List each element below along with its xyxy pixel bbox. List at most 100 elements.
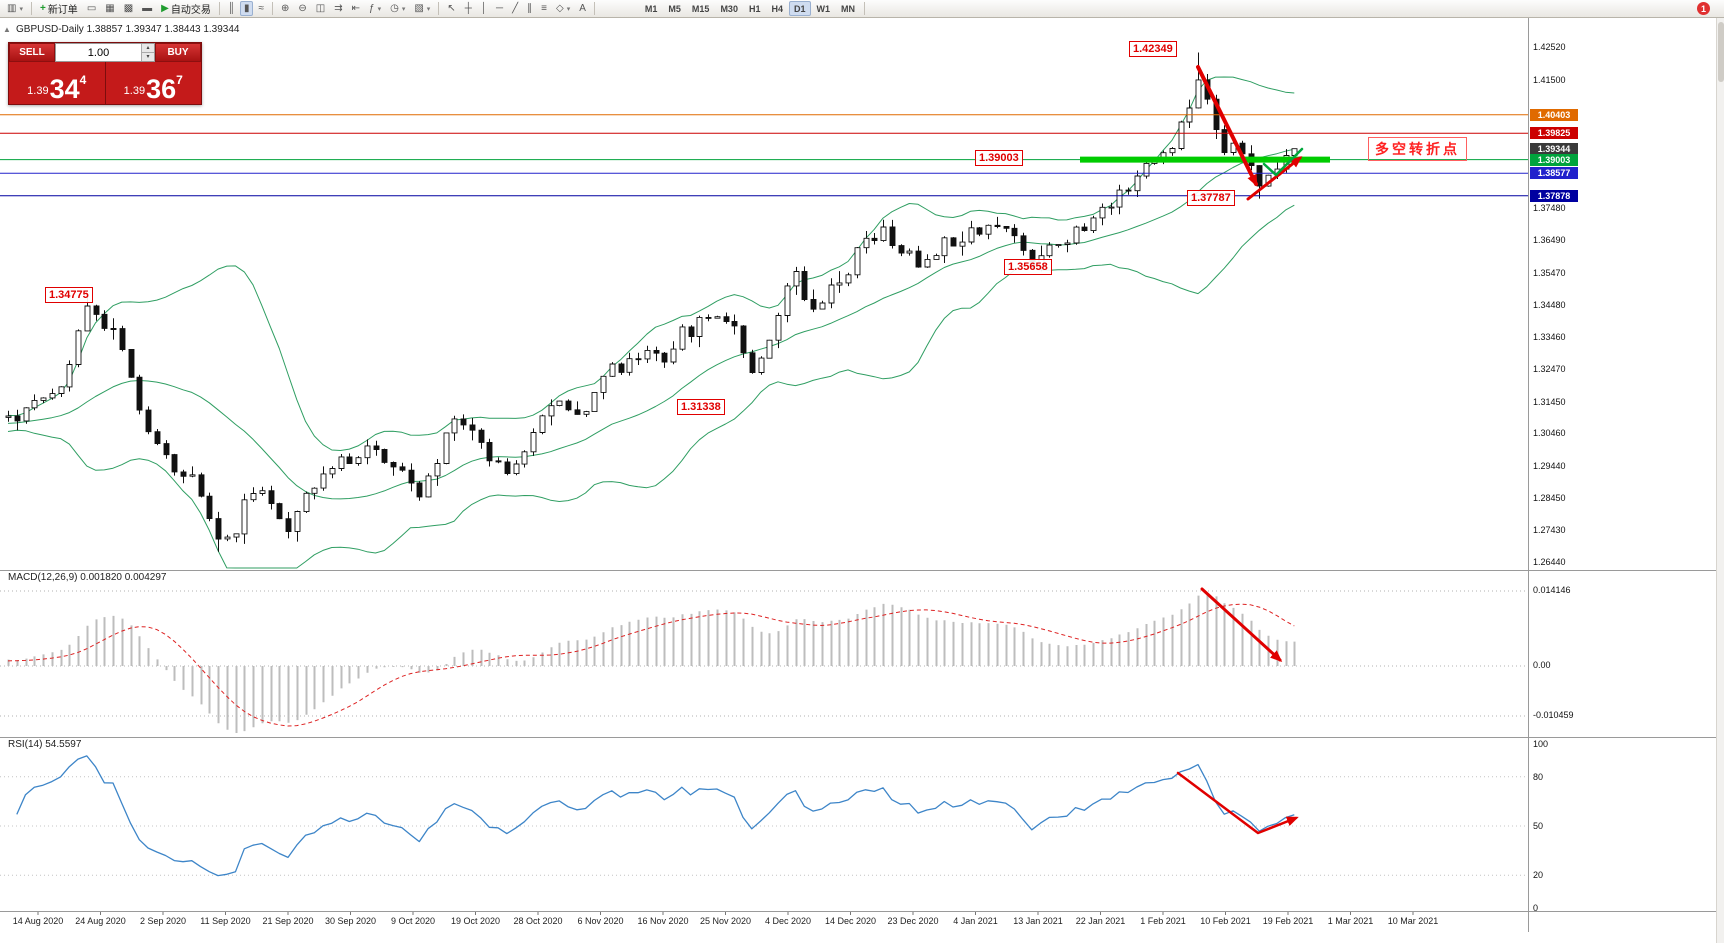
- rsi-axis-label: 80: [1533, 771, 1544, 782]
- price-level-badge: 1.39003: [1530, 153, 1578, 166]
- horizontal-level-lines[interactable]: [0, 114, 1528, 197]
- tile-windows[interactable]: ◫: [312, 1, 329, 16]
- chart-note[interactable]: 多空转折点: [1368, 137, 1467, 161]
- tf-d1[interactable]: D1: [788, 1, 811, 16]
- buy-button[interactable]: BUY: [155, 43, 201, 62]
- volume-input[interactable]: [56, 44, 141, 61]
- one-click-collapse-icon[interactable]: ▲: [3, 25, 11, 34]
- bollinger-bands: [7, 76, 1295, 569]
- macd-axis-label: 0.014146: [1533, 585, 1571, 595]
- date-axis-label: 21 Sep 2020: [262, 916, 314, 926]
- navigator-window[interactable]: ▩: [120, 1, 137, 16]
- vertical-line-tool[interactable]: │: [477, 1, 491, 16]
- price-annotation[interactable]: 1.42349: [1129, 41, 1177, 57]
- chevron-down-icon: ▾: [377, 5, 382, 13]
- trend-arrow[interactable]: [1246, 156, 1303, 201]
- date-axis-label: 2 Sep 2020: [139, 916, 187, 926]
- tf-m30[interactable]: M30: [720, 3, 738, 14]
- data-window[interactable]: ▦: [101, 1, 118, 16]
- trendline-tool[interactable]: ╱: [508, 1, 522, 16]
- tf-m15[interactable]: M15: [691, 3, 710, 14]
- cursor-tool-icon: ↖: [447, 2, 456, 14]
- volume-increase-button[interactable]: ▴: [141, 44, 154, 53]
- bar-chart-type[interactable]: ║: [224, 1, 239, 16]
- auto-trading-icon: ▶: [161, 2, 169, 14]
- auto-scroll[interactable]: ⇉: [330, 1, 346, 16]
- price-axis-label: 1.27430: [1533, 525, 1566, 536]
- vertical-line-tool-icon: │: [480, 2, 488, 14]
- price-level-badge: 1.38577: [1530, 167, 1578, 180]
- rsi-axis-label: 50: [1533, 821, 1544, 831]
- equidistant-channel-tool[interactable]: ∥: [523, 1, 536, 16]
- tf-w1[interactable]: W1: [816, 3, 831, 14]
- price-annotation[interactable]: 1.31338: [677, 399, 725, 415]
- toolbar-separator: [438, 2, 440, 15]
- scrollbar-thumb[interactable]: [1718, 22, 1724, 82]
- fibonacci-tool[interactable]: ≡: [537, 1, 551, 16]
- candlestick-chart-type[interactable]: ▮: [239, 1, 254, 16]
- green-check-mark[interactable]: [1262, 147, 1304, 177]
- main-toolbar: ▥ ▾ + 新订单 ▭ ▦ ▩ ▬ ▶ 自动交易 ║ ▮ ≈ ⊕ ⊖ ◫ ⇉ ⇤ ƒ ▾ ◷ ▾ ▧ ▾ ↖ ┼ │ ─ ╱ ∥ ≡ ◇ ▾ A M…: [0, 0, 1724, 18]
- toolbar-separator: [593, 2, 595, 15]
- crosshair-tool[interactable]: ┼: [461, 1, 476, 16]
- rsi-axis-label: 20: [1533, 870, 1544, 881]
- bid-price-pip: 4: [79, 73, 87, 87]
- panel-separator-macd[interactable]: [0, 570, 1716, 571]
- new-order[interactable]: + 新订单: [36, 1, 82, 16]
- trend-arrow[interactable]: [1176, 771, 1299, 835]
- price-annotation[interactable]: 1.35658: [1004, 259, 1052, 275]
- trend-arrow[interactable]: [1200, 587, 1283, 663]
- line-chart-type[interactable]: ≈: [254, 1, 268, 16]
- volume-decrease-button[interactable]: ▾: [141, 52, 154, 61]
- horizontal-line-tool[interactable]: ─: [492, 1, 507, 16]
- market-watch-window-icon: ▭: [86, 2, 97, 14]
- date-axis-label: 10 Mar 2021: [1387, 916, 1439, 926]
- terminal-window[interactable]: ▬: [138, 1, 156, 16]
- vertical-scrollbar[interactable]: [1716, 18, 1724, 943]
- chevron-down-icon: ▾: [19, 5, 23, 13]
- price-axis-label: 1.26440: [1533, 557, 1566, 567]
- chart-shift[interactable]: ⇤: [348, 1, 364, 16]
- price-axis-label: 1.41500: [1533, 74, 1566, 85]
- cursor-tool[interactable]: ↖: [443, 1, 459, 16]
- auto-trading[interactable]: ▶ 自动交易: [157, 1, 215, 16]
- tf-mn[interactable]: MN: [841, 3, 855, 14]
- bollinger-middle-band: [7, 148, 1295, 500]
- shapes-tool[interactable]: ◇ ▾: [552, 1, 574, 16]
- tf-h1[interactable]: H1: [748, 3, 761, 14]
- tf-m1[interactable]: M1: [644, 3, 658, 14]
- price-annotation[interactable]: 1.37787: [1187, 190, 1235, 206]
- macd-axis-label: -0.010459: [1533, 710, 1574, 720]
- buy-price-button[interactable]: 1.39 36 7: [106, 62, 202, 104]
- sell-button[interactable]: SELL: [9, 43, 55, 62]
- sell-price-button[interactable]: 1.39 34 4: [9, 62, 105, 104]
- bearish-candles: [14, 79, 1263, 540]
- market-watch-window[interactable]: ▭: [83, 1, 100, 16]
- date-axis-label: 28 Oct 2020: [513, 916, 563, 926]
- chevron-down-icon: ▾: [566, 5, 571, 13]
- date-axis-label: 19 Oct 2020: [450, 916, 501, 926]
- price-annotation[interactable]: 1.34775: [45, 287, 93, 303]
- tf-m5[interactable]: M5: [668, 3, 681, 14]
- macd-histogram: [7, 593, 1296, 733]
- tf-h4[interactable]: H4: [771, 3, 783, 14]
- price-axis-label: 1.42520: [1533, 42, 1566, 52]
- trend-arrow[interactable]: [1196, 65, 1258, 187]
- zoom-out[interactable]: ⊖: [294, 1, 310, 16]
- new-order-label: 新订单: [47, 5, 78, 16]
- drawn-annotations[interactable]: [1176, 65, 1304, 835]
- periods-list[interactable]: ◷ ▾: [386, 1, 409, 16]
- indicators-list[interactable]: ƒ ▾: [365, 1, 385, 16]
- notification-badge[interactable]: 1: [1697, 2, 1710, 15]
- date-axis-label: 9 Oct 2020: [390, 916, 436, 926]
- zoom-in[interactable]: ⊕: [277, 1, 293, 16]
- price-level-badge: 1.39344: [1530, 142, 1578, 155]
- text-tool[interactable]: A: [575, 1, 590, 16]
- charts-list[interactable]: ▥ ▾: [3, 1, 27, 16]
- templates-list[interactable]: ▧ ▾: [410, 1, 434, 16]
- price-annotation[interactable]: 1.39003: [975, 150, 1023, 166]
- one-click-trading-panel: SELL ▴ ▾ BUY 1.39 34 4 1.39 36 7: [8, 42, 202, 105]
- panel-separator-rsi[interactable]: [0, 737, 1716, 738]
